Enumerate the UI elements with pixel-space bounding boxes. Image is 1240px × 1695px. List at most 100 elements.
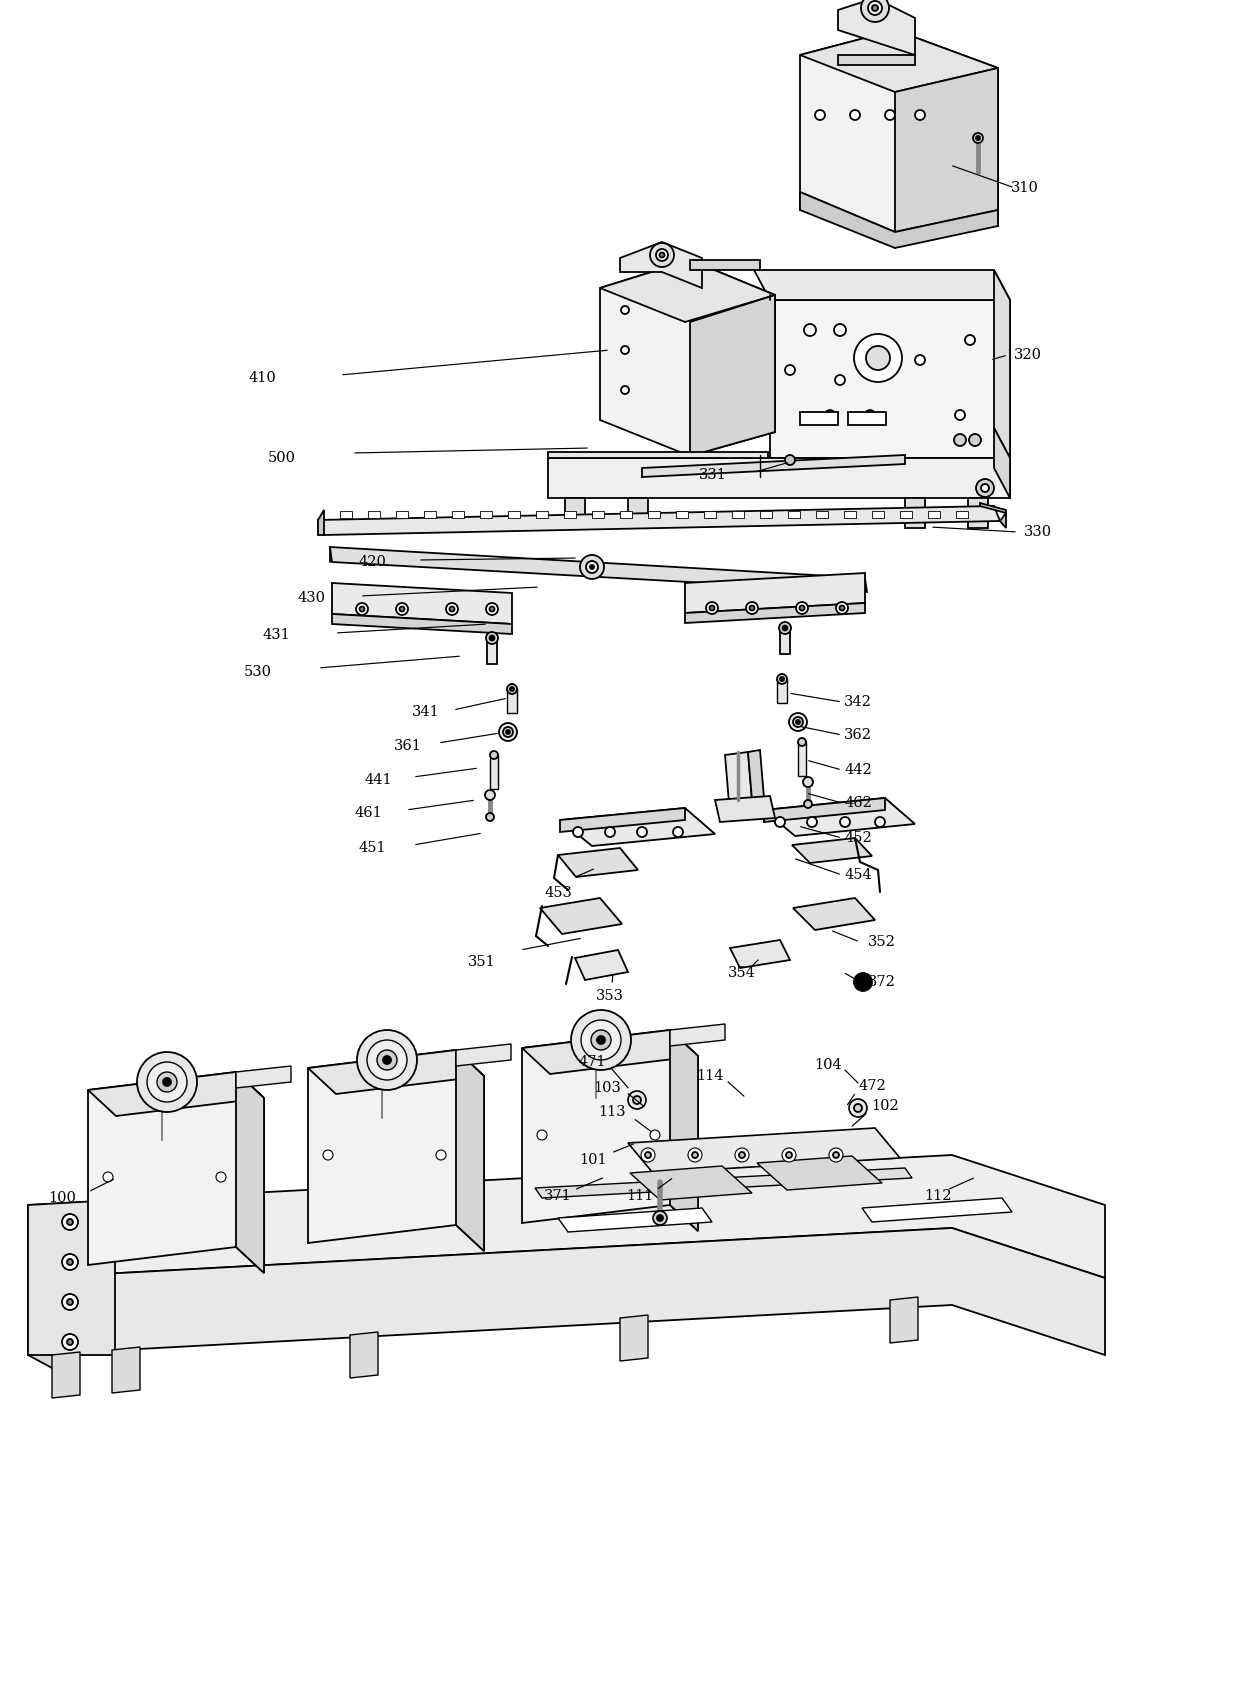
Circle shape bbox=[162, 1078, 171, 1086]
Circle shape bbox=[537, 1131, 547, 1141]
Polygon shape bbox=[670, 1024, 725, 1046]
Text: 462: 462 bbox=[844, 797, 872, 810]
Bar bbox=[396, 510, 408, 519]
Text: 441: 441 bbox=[365, 773, 392, 786]
Circle shape bbox=[573, 827, 583, 837]
Text: 103: 103 bbox=[593, 1081, 621, 1095]
Circle shape bbox=[866, 410, 875, 420]
Circle shape bbox=[396, 603, 408, 615]
Circle shape bbox=[621, 386, 629, 393]
Circle shape bbox=[804, 800, 812, 809]
Polygon shape bbox=[548, 453, 768, 458]
Text: 354: 354 bbox=[728, 966, 756, 980]
Circle shape bbox=[67, 1219, 73, 1225]
Circle shape bbox=[709, 605, 714, 610]
Bar bbox=[490, 754, 498, 788]
Polygon shape bbox=[627, 498, 649, 529]
Circle shape bbox=[62, 1254, 78, 1270]
Circle shape bbox=[377, 1049, 397, 1070]
Circle shape bbox=[357, 1031, 417, 1090]
Circle shape bbox=[785, 454, 795, 464]
Circle shape bbox=[486, 814, 494, 820]
Polygon shape bbox=[332, 614, 512, 634]
Circle shape bbox=[591, 1031, 611, 1049]
Circle shape bbox=[777, 675, 787, 685]
Circle shape bbox=[367, 1041, 407, 1080]
Bar bbox=[780, 629, 790, 654]
Circle shape bbox=[67, 1259, 73, 1264]
Polygon shape bbox=[994, 429, 1011, 498]
Circle shape bbox=[779, 622, 791, 634]
Circle shape bbox=[835, 375, 844, 385]
Bar bbox=[424, 510, 436, 519]
Polygon shape bbox=[670, 1031, 698, 1231]
Circle shape bbox=[915, 354, 925, 364]
Text: 410: 410 bbox=[248, 371, 275, 385]
Circle shape bbox=[485, 790, 495, 800]
Circle shape bbox=[650, 1131, 660, 1141]
Circle shape bbox=[62, 1334, 78, 1349]
Circle shape bbox=[627, 1092, 646, 1109]
Polygon shape bbox=[332, 583, 512, 624]
Bar bbox=[928, 510, 940, 519]
Polygon shape bbox=[684, 573, 866, 614]
Circle shape bbox=[692, 1153, 698, 1158]
Circle shape bbox=[356, 603, 368, 615]
Circle shape bbox=[660, 253, 665, 258]
Circle shape bbox=[794, 717, 804, 727]
Bar bbox=[564, 510, 577, 519]
Circle shape bbox=[653, 1210, 667, 1225]
Circle shape bbox=[782, 625, 787, 631]
Polygon shape bbox=[630, 1166, 751, 1200]
Polygon shape bbox=[792, 837, 872, 863]
Bar bbox=[816, 510, 828, 519]
Circle shape bbox=[866, 346, 890, 370]
Text: 500: 500 bbox=[268, 451, 296, 464]
Polygon shape bbox=[558, 848, 639, 876]
Circle shape bbox=[67, 1298, 73, 1305]
Circle shape bbox=[503, 727, 513, 737]
Polygon shape bbox=[725, 753, 751, 803]
Circle shape bbox=[580, 554, 604, 580]
Circle shape bbox=[587, 561, 598, 573]
Circle shape bbox=[785, 364, 795, 375]
Circle shape bbox=[965, 336, 975, 346]
Text: 442: 442 bbox=[844, 763, 872, 776]
Polygon shape bbox=[620, 1315, 649, 1361]
Circle shape bbox=[804, 776, 813, 786]
Circle shape bbox=[854, 334, 901, 381]
Polygon shape bbox=[565, 498, 585, 529]
Circle shape bbox=[449, 607, 455, 612]
Polygon shape bbox=[764, 798, 885, 822]
Circle shape bbox=[490, 607, 495, 612]
Text: 361: 361 bbox=[394, 739, 422, 753]
Polygon shape bbox=[112, 1348, 140, 1393]
Circle shape bbox=[875, 370, 885, 380]
Text: 342: 342 bbox=[844, 695, 872, 709]
Circle shape bbox=[954, 434, 966, 446]
Circle shape bbox=[786, 1153, 792, 1158]
Bar bbox=[872, 510, 884, 519]
Circle shape bbox=[789, 714, 807, 731]
Circle shape bbox=[596, 1036, 605, 1044]
Text: 310: 310 bbox=[1011, 181, 1039, 195]
Text: 114: 114 bbox=[696, 1070, 724, 1083]
Circle shape bbox=[849, 1098, 867, 1117]
Circle shape bbox=[800, 605, 805, 610]
Circle shape bbox=[322, 1149, 334, 1159]
Circle shape bbox=[854, 1103, 862, 1112]
Circle shape bbox=[490, 751, 498, 759]
Bar bbox=[368, 510, 379, 519]
Text: 430: 430 bbox=[298, 592, 326, 605]
Bar bbox=[848, 412, 887, 425]
Polygon shape bbox=[764, 798, 915, 836]
Bar bbox=[787, 510, 800, 519]
Text: 362: 362 bbox=[844, 727, 872, 742]
Circle shape bbox=[507, 685, 517, 693]
Circle shape bbox=[446, 603, 458, 615]
Polygon shape bbox=[800, 31, 998, 232]
Polygon shape bbox=[642, 454, 905, 476]
Circle shape bbox=[872, 5, 878, 10]
Circle shape bbox=[62, 1214, 78, 1231]
Text: 341: 341 bbox=[412, 705, 440, 719]
